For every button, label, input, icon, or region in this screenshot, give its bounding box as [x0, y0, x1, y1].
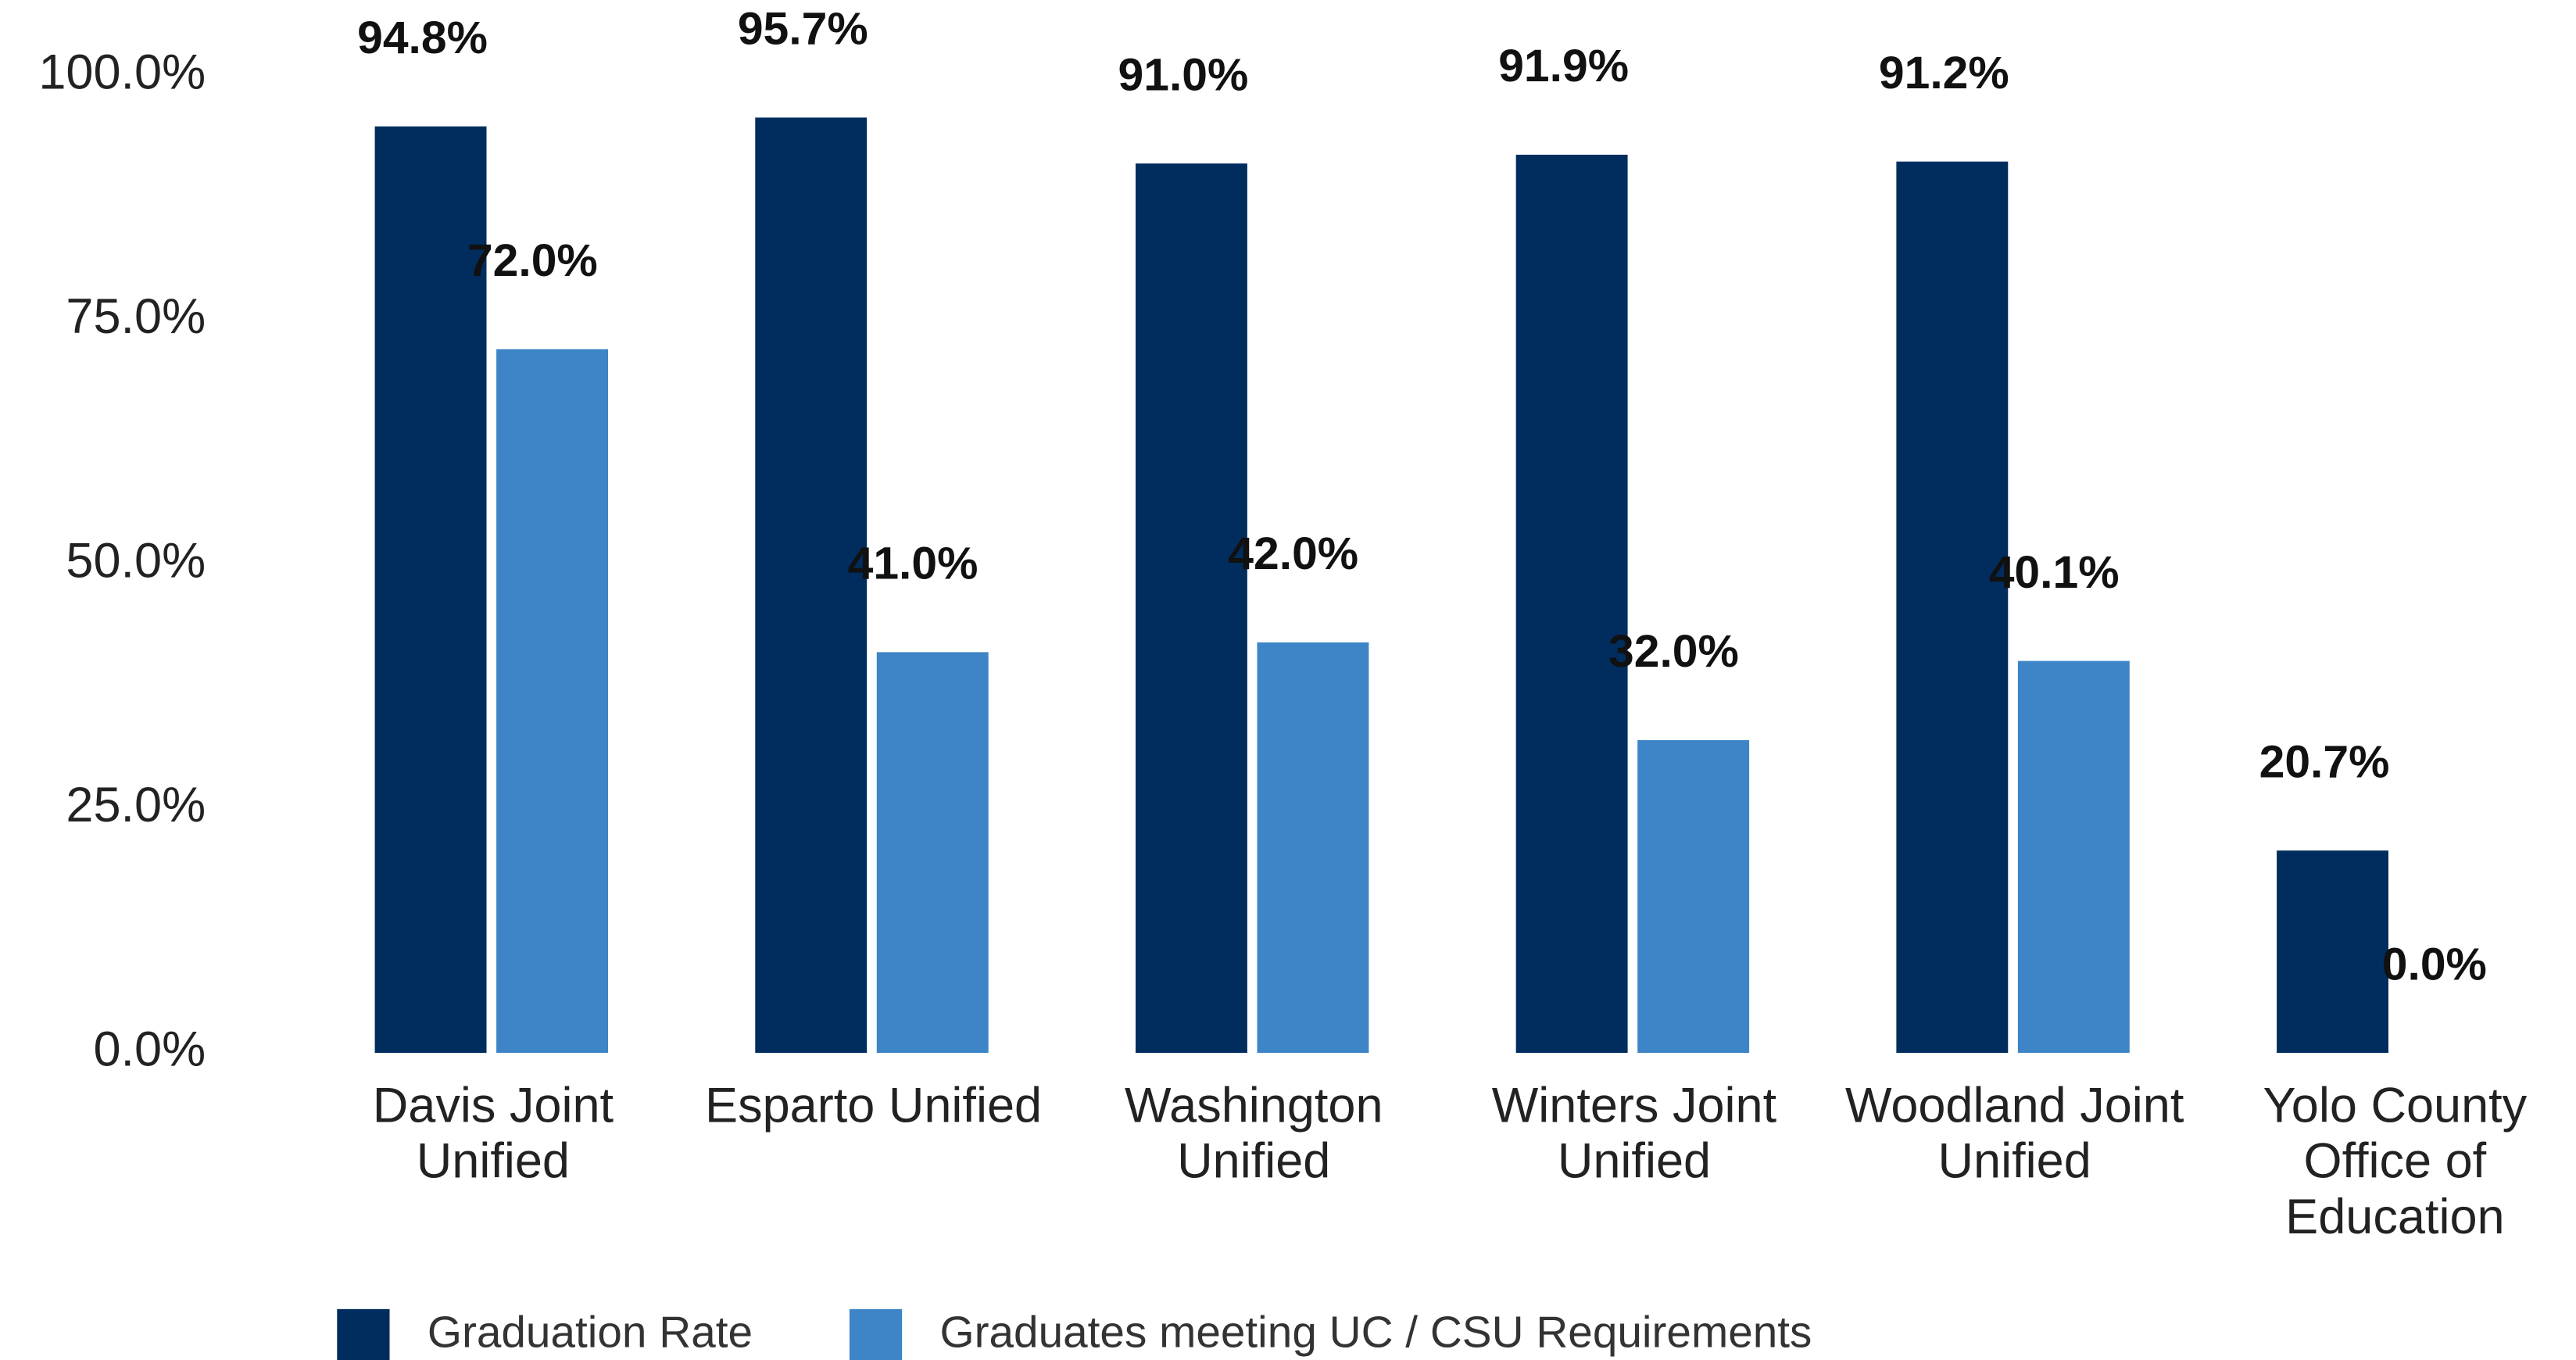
value-label: 41.0% [848, 539, 979, 589]
legend-swatch [849, 1308, 903, 1360]
legend-label: Graduates meeting UC / CSU Requirements [939, 1308, 1812, 1357]
bar [1515, 154, 1628, 1054]
value-label: 91.2% [1879, 48, 2009, 98]
x-tick-label-box: Winters Joint Unified [1491, 1079, 1777, 1190]
x-tick-label-box: Esparto Unified [705, 1079, 1043, 1133]
bar [374, 126, 487, 1054]
bar [2017, 660, 2130, 1054]
bar [1135, 163, 1247, 1054]
x-tick-label-box: Davis Joint Unified [372, 1079, 614, 1190]
bar [1896, 161, 2009, 1054]
value-label: 20.7% [2259, 736, 2390, 787]
x-tick-label: Davis Joint Unified [372, 1079, 614, 1190]
value-label: 42.0% [1228, 528, 1358, 579]
y-tick-label: 0.0% [93, 1022, 206, 1077]
legend-label: Graduation Rate [428, 1308, 753, 1357]
bar [876, 652, 989, 1054]
bar [2277, 850, 2388, 1054]
x-tick-label-box: Yolo County Office of Education [2263, 1079, 2528, 1245]
bar [1257, 642, 1369, 1054]
value-label: 0.0% [2382, 939, 2487, 990]
value-label: 32.0% [1608, 626, 1739, 677]
value-label: 91.9% [1498, 41, 1629, 91]
x-tick-label: Esparto Unified [705, 1079, 1043, 1133]
y-tick-label: 100.0% [38, 45, 206, 99]
bar [496, 349, 608, 1054]
value-label: 40.1% [1989, 547, 2120, 598]
value-label: 72.0% [467, 235, 598, 286]
y-tick-label: 75.0% [66, 289, 206, 344]
x-tick-label: Washington Unified [1124, 1079, 1383, 1190]
value-label: 91.0% [1118, 49, 1249, 100]
x-tick-label: Woodland Joint Unified [1844, 1079, 2184, 1190]
y-tick-label: 25.0% [66, 778, 206, 832]
value-label: 95.7% [738, 4, 868, 55]
y-tick-label: 50.0% [66, 534, 206, 589]
legend-swatch [337, 1308, 390, 1360]
bar [755, 117, 868, 1054]
x-tick-label: Yolo County Office of Education [2263, 1079, 2528, 1245]
x-tick-label-box: Woodland Joint Unified [1844, 1079, 2184, 1190]
value-label: 94.8% [357, 13, 488, 63]
bar [1637, 739, 1750, 1054]
x-tick-label: Winters Joint Unified [1491, 1079, 1777, 1190]
x-tick-label-box: Washington Unified [1124, 1079, 1383, 1190]
